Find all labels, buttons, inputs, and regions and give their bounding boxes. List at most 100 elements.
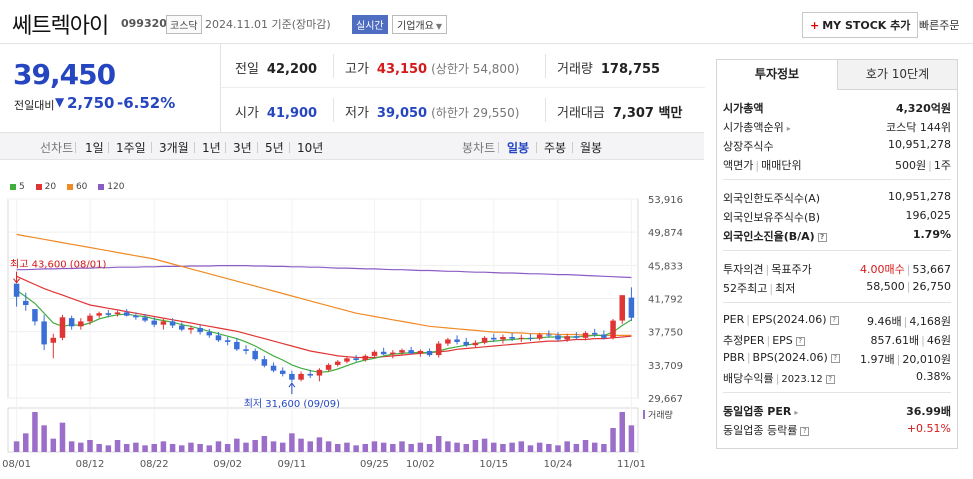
help-icon: ? xyxy=(830,354,840,363)
stat-open: 시가 41,900 xyxy=(235,106,318,121)
chart-canvas[interactable]: 53,916 49,874 45,833 41,792 37,750 33,709 29,6… xyxy=(0,160,704,479)
realtime-button[interactable]: 실시간 xyxy=(352,15,388,34)
volume-bar xyxy=(445,441,451,452)
candle-body xyxy=(591,332,598,335)
chart-legend: 5 20 60 120 xyxy=(10,182,132,192)
base-date: 2024.11.01 기준(장마감) xyxy=(205,18,331,31)
volume-bar xyxy=(353,445,359,452)
range-10y[interactable]: 10년 xyxy=(297,141,324,155)
y-tick-label: 29,667 xyxy=(648,394,683,405)
volume-bar xyxy=(619,412,625,452)
corp-info-dropdown[interactable]: 기업개요 ▼ xyxy=(392,15,447,34)
volume-bar xyxy=(344,442,350,452)
x-tick-label: 08/12 xyxy=(76,459,105,470)
range-5y[interactable]: 5년 xyxy=(265,141,284,155)
candle-body xyxy=(518,337,525,339)
volume-bar xyxy=(536,442,543,452)
volume-bar xyxy=(481,438,488,452)
volume-bar xyxy=(500,444,506,452)
candle-body xyxy=(628,297,635,318)
stock-name: 쎄트렉아이 xyxy=(12,14,109,39)
add-mystock-button[interactable]: + MY STOCK 추가 xyxy=(802,12,919,38)
candle-body xyxy=(316,369,323,376)
candle-body xyxy=(435,343,442,356)
row-market-cap-rank: 시가총액순위 ▸ 코스닥 144위 xyxy=(723,121,951,134)
range-3m[interactable]: 3개월 xyxy=(159,141,189,155)
range-3y[interactable]: 3년 xyxy=(233,141,252,155)
candle-body xyxy=(555,335,561,340)
candle-body xyxy=(270,365,277,371)
candle-body xyxy=(500,337,506,340)
candle-body xyxy=(298,373,304,380)
candle-body xyxy=(536,334,543,339)
range-1y[interactable]: 1년 xyxy=(202,141,221,155)
volume-bar xyxy=(316,437,323,452)
volume-panel-frame xyxy=(7,407,639,453)
side-tabs: 투자정보 호가 10단계 xyxy=(717,60,957,90)
volume-bar xyxy=(380,442,387,452)
stat-volume: 거래량 178,755 xyxy=(557,62,661,77)
candle-body xyxy=(224,340,231,342)
legend-ma5: 5 xyxy=(10,182,25,192)
period-daily[interactable]: 일봉 xyxy=(507,141,530,155)
x-tick-label: 08/01 xyxy=(2,459,31,470)
volume-bar xyxy=(362,444,369,452)
candle-body xyxy=(390,352,396,355)
row-est-per: 추정PER | EPS? 857.61배 | 46원 xyxy=(723,334,951,347)
help-icon: ? xyxy=(800,427,810,436)
stock-chart[interactable]: 5 20 60 120 53,916 49,874 45,833 41,792 37,7… xyxy=(0,160,704,479)
period-monthly[interactable]: 월봉 xyxy=(580,141,603,155)
candle-body xyxy=(454,339,460,342)
volume-bar xyxy=(68,441,75,452)
range-1d[interactable]: 1일 xyxy=(85,141,104,155)
x-tick-label: 10/15 xyxy=(479,459,508,470)
tab-hoga-10[interactable]: 호가 10단계 xyxy=(837,60,957,90)
x-tick-label: 08/22 xyxy=(140,459,169,470)
volume-label: 거래량 xyxy=(648,409,673,421)
candle-body xyxy=(123,312,130,316)
x-tick-label: 09/11 xyxy=(277,459,306,470)
candle-body xyxy=(234,341,240,350)
candle-body xyxy=(151,320,157,325)
volume-bar xyxy=(160,441,167,452)
y-tick-label: 49,874 xyxy=(648,228,683,239)
candle-body xyxy=(344,358,350,362)
candle-body xyxy=(59,317,66,338)
stat-prev-close: 전일 42,200 xyxy=(235,62,318,77)
price-change-pct: -6.52% xyxy=(117,94,176,112)
y-tick-label: 41,792 xyxy=(648,294,683,305)
volume-bar xyxy=(555,445,561,452)
row-foreign-limit: 외국인한도주식수(A) 10,951,278 xyxy=(723,190,951,205)
chart-toolbar: 선차트 1일 1주일 3개월 1년 3년 5년 10년 봉차트 일봉 주봉 월봉 xyxy=(0,132,704,160)
candle-body xyxy=(582,332,589,338)
candle-body xyxy=(206,332,213,336)
ma120-line xyxy=(16,264,632,279)
candle-body xyxy=(481,337,488,343)
candle-body xyxy=(335,361,341,365)
volume-bar xyxy=(114,440,121,452)
volume-bar xyxy=(215,441,222,452)
period-weekly[interactable]: 주봉 xyxy=(544,141,567,155)
stock-code: 099320 xyxy=(121,17,167,30)
quick-order-link[interactable]: 빠른주문 xyxy=(919,19,960,32)
ma20-line xyxy=(16,275,632,359)
ma60-line xyxy=(16,233,632,336)
candle-body xyxy=(527,337,534,339)
candle-body xyxy=(289,373,295,380)
candle-body xyxy=(362,355,369,360)
range-1w[interactable]: 1주일 xyxy=(116,141,146,155)
candle-body xyxy=(509,337,515,339)
tab-investment-info[interactable]: 투자정보 xyxy=(717,60,837,90)
volume-bar xyxy=(151,444,157,452)
help-icon: ? xyxy=(817,233,827,242)
candle-body xyxy=(325,364,332,370)
candle-body xyxy=(564,336,570,340)
candle-body xyxy=(261,359,268,366)
volume-bar xyxy=(546,444,552,452)
volume-bar xyxy=(169,444,176,452)
volume-bar xyxy=(325,441,332,452)
volume-bar xyxy=(509,442,515,452)
current-price: 39,450 xyxy=(13,58,116,91)
volume-bar xyxy=(472,440,479,452)
stat-high: 고가 43,150 (상한가 54,800) xyxy=(345,62,520,77)
